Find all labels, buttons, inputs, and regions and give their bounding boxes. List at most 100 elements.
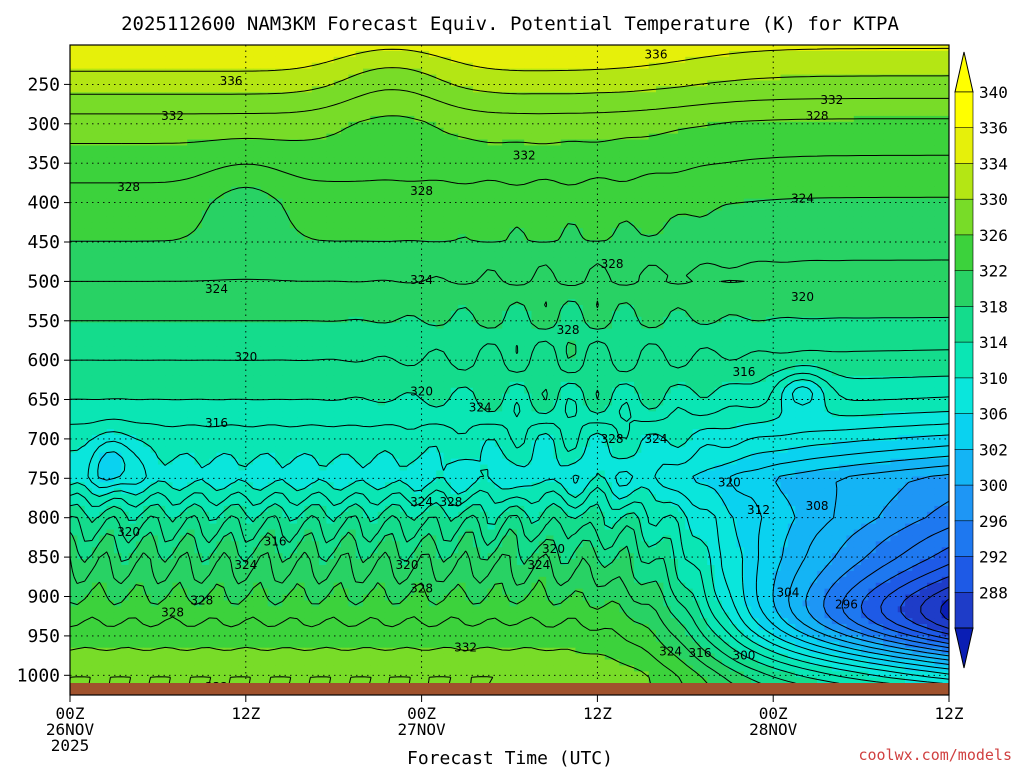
field-cell bbox=[692, 216, 701, 223]
field-cell bbox=[421, 169, 430, 176]
field-cell bbox=[77, 110, 86, 117]
field-cell bbox=[304, 74, 313, 82]
field-cell bbox=[363, 74, 371, 82]
field-cell bbox=[729, 257, 738, 265]
field-cell bbox=[275, 287, 284, 294]
field-cell bbox=[575, 192, 584, 200]
field-cell bbox=[685, 139, 694, 147]
field-cell bbox=[817, 110, 826, 117]
field-cell bbox=[275, 180, 284, 188]
field-cell bbox=[341, 263, 349, 271]
field-cell bbox=[831, 228, 840, 235]
field-cell bbox=[524, 92, 533, 99]
field-cell bbox=[384, 240, 393, 247]
field-cell bbox=[311, 127, 320, 135]
field-cell bbox=[795, 80, 804, 87]
field-cell bbox=[238, 263, 247, 271]
field-cell bbox=[575, 287, 584, 294]
field-cell bbox=[699, 56, 708, 64]
field-cell bbox=[282, 86, 291, 93]
field-cell bbox=[121, 251, 130, 259]
field-cell bbox=[656, 169, 664, 176]
field-cell bbox=[106, 234, 115, 241]
field-cell bbox=[875, 234, 884, 241]
field-cell bbox=[839, 192, 848, 200]
field-cell bbox=[795, 275, 804, 282]
field-cell bbox=[304, 251, 313, 259]
field-cell bbox=[721, 263, 730, 271]
field-cell bbox=[194, 263, 203, 271]
field-cell bbox=[238, 68, 247, 76]
field-cell bbox=[421, 186, 430, 194]
field-cell bbox=[817, 68, 826, 76]
field-cell bbox=[311, 92, 320, 99]
field-cell bbox=[773, 263, 782, 271]
field-cell bbox=[458, 169, 467, 176]
field-cell bbox=[751, 257, 760, 265]
field-cell bbox=[128, 145, 137, 152]
field-cell bbox=[868, 80, 877, 87]
field-cell bbox=[187, 115, 196, 123]
field-cell bbox=[384, 245, 393, 253]
field-cell bbox=[399, 287, 408, 294]
field-cell bbox=[648, 175, 657, 182]
field-cell bbox=[245, 86, 254, 93]
field-cell bbox=[465, 86, 474, 93]
field-cell bbox=[77, 186, 86, 194]
field-cell bbox=[538, 139, 547, 147]
field-cell bbox=[692, 145, 701, 152]
field-cell bbox=[502, 234, 511, 241]
field-cell bbox=[590, 263, 598, 271]
field-cell bbox=[619, 240, 628, 247]
field-cell bbox=[531, 204, 540, 212]
field-cell bbox=[384, 281, 393, 288]
field-cell bbox=[143, 92, 152, 99]
field-cell bbox=[209, 139, 218, 147]
field-cell bbox=[670, 234, 679, 241]
field-cell bbox=[91, 228, 100, 235]
field-cell bbox=[905, 92, 913, 99]
field-cell bbox=[157, 50, 166, 58]
field-cell bbox=[634, 50, 642, 58]
field-cell bbox=[458, 98, 467, 105]
field-cell bbox=[187, 133, 196, 141]
field-cell bbox=[927, 139, 935, 147]
field-cell bbox=[707, 62, 716, 70]
field-cell bbox=[99, 45, 108, 52]
field-cell bbox=[846, 86, 855, 93]
field-cell bbox=[846, 245, 855, 253]
field-cell bbox=[546, 175, 555, 182]
field-cell bbox=[699, 269, 708, 277]
field-cell bbox=[656, 222, 664, 229]
field-cell bbox=[428, 180, 437, 188]
field-cell bbox=[282, 180, 291, 188]
field-cell bbox=[853, 240, 862, 247]
field-cell bbox=[458, 115, 467, 123]
field-cell bbox=[809, 234, 818, 241]
field-cell bbox=[846, 56, 855, 64]
field-cell bbox=[311, 68, 320, 76]
field-cell bbox=[106, 98, 115, 105]
field-cell bbox=[560, 228, 569, 235]
field-cell bbox=[677, 281, 686, 288]
field-cell bbox=[436, 198, 445, 206]
field-cell bbox=[795, 251, 804, 259]
field-cell bbox=[839, 86, 848, 93]
field-cell bbox=[692, 68, 701, 76]
field-cell bbox=[326, 127, 335, 135]
field-cell bbox=[502, 263, 511, 271]
field-cell bbox=[934, 151, 943, 158]
field-cell bbox=[656, 92, 664, 99]
field-cell bbox=[934, 245, 943, 253]
field-cell bbox=[619, 133, 628, 141]
field-cell bbox=[480, 115, 489, 123]
field-cell bbox=[861, 180, 870, 188]
field-cell bbox=[458, 257, 467, 265]
field-cell bbox=[524, 145, 533, 152]
field-cell bbox=[846, 275, 855, 282]
field-cell bbox=[516, 169, 525, 176]
field-cell bbox=[597, 163, 606, 170]
field-cell bbox=[128, 198, 137, 206]
field-cell bbox=[677, 80, 686, 87]
field-cell bbox=[795, 127, 804, 135]
